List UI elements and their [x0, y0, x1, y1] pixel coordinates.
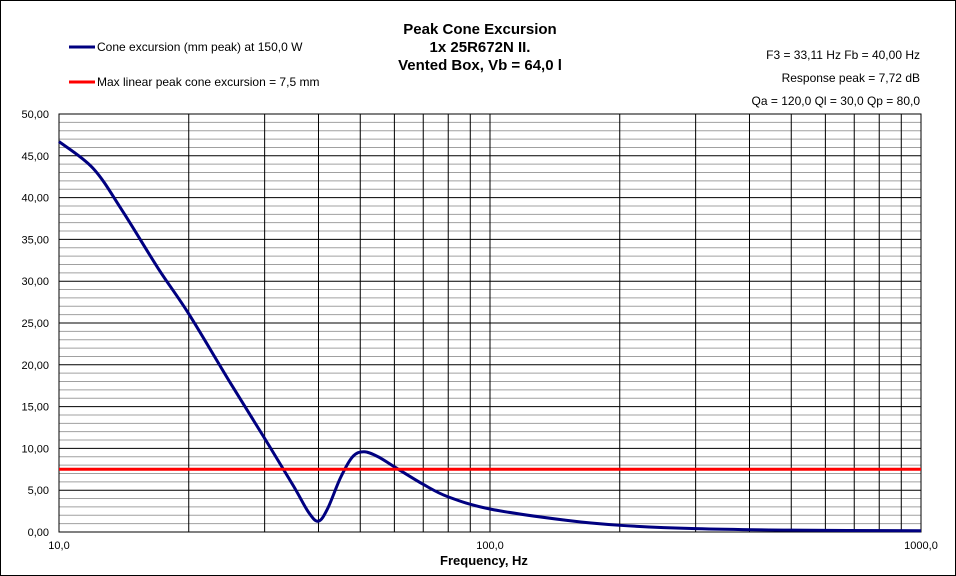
- annotation: F3 = 33,11 Hz Fb = 40,00 Hz: [766, 48, 920, 62]
- y-tick-label: 40,00: [21, 193, 49, 205]
- cone-excursion-line: [58, 140, 922, 533]
- legend-label: Max linear peak cone excursion = 7,5 mm: [97, 75, 319, 89]
- x-axis-label: Frequency, Hz: [440, 553, 528, 568]
- annotation: Response peak = 7,72 dB: [782, 71, 920, 85]
- chart-title: 1x 25R672N II.: [430, 39, 531, 56]
- chart-title: Peak Cone Excursion: [403, 21, 556, 38]
- legend-label: Cone excursion (mm peak) at 150,0 W: [97, 40, 303, 54]
- x-tick-label: 10,0: [48, 540, 69, 552]
- plot-area: [58, 113, 922, 533]
- y-tick-label: 10,00: [21, 443, 49, 455]
- y-tick-label: 0,00: [28, 527, 49, 539]
- y-tick-label: 25,00: [21, 318, 49, 330]
- annotation: Qa = 120,0 Ql = 30,0 Qp = 80,0: [752, 94, 921, 108]
- chart-title: Vented Box, Vb = 64,0 l: [398, 57, 562, 74]
- y-tick-label: 15,00: [21, 402, 49, 414]
- x-tick-label: 1000,0: [904, 540, 938, 552]
- y-tick-label: 30,00: [21, 276, 49, 288]
- y-tick-label: 45,00: [21, 151, 49, 163]
- x-tick-label: 100,0: [476, 540, 504, 552]
- y-tick-label: 20,00: [21, 360, 49, 372]
- y-tick-label: 35,00: [21, 234, 49, 246]
- y-tick-label: 50,00: [21, 109, 49, 121]
- y-tick-label: 5,00: [28, 485, 49, 497]
